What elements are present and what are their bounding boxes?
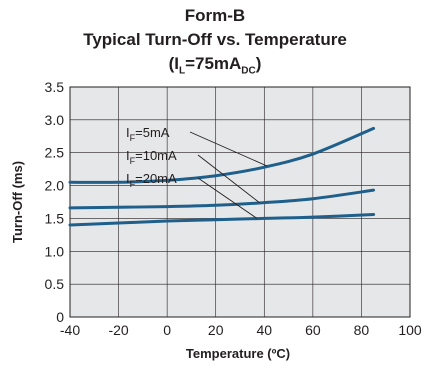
x-tick-label: 20 — [208, 322, 224, 338]
plot-background — [70, 87, 410, 317]
plot-frame — [69, 86, 411, 318]
x-tick-label: 40 — [256, 322, 272, 338]
y-tick-label: 2.0 — [45, 178, 65, 194]
chart-title-line-3: (IL=75mADC) — [168, 54, 262, 77]
y-tick-label: 0 — [56, 309, 64, 325]
series-line-3 — [68, 212, 376, 227]
chart-title-line-1: Form-B — [184, 6, 246, 25]
series-line-1 — [68, 126, 376, 184]
series-leader-line-2 — [197, 154, 260, 204]
series-label-2: IF=10mA — [126, 148, 177, 166]
series-label-1: IF=5mA — [126, 125, 170, 143]
series-leader-line-3 — [197, 177, 258, 219]
y-tick-label: 1.5 — [45, 210, 65, 226]
series-leader-line-1 — [189, 131, 267, 167]
x-tick-label: 100 — [398, 322, 422, 338]
series-line-2 — [68, 188, 376, 210]
series-label-3: IF=20mA — [126, 171, 177, 189]
x-tick-label: 80 — [354, 322, 370, 338]
chart-title-line-2: Typical Turn-Off vs. Temperature — [83, 30, 347, 49]
x-tick-label: -40 — [60, 322, 80, 338]
y-tick-label: 0.5 — [45, 276, 65, 292]
y-tick-label: 3.5 — [45, 79, 65, 95]
y-tick-label: 2.5 — [45, 145, 65, 161]
y-tick-label: 3.0 — [45, 112, 65, 128]
y-axis-title: Turn-Off (ms) — [10, 161, 25, 243]
x-tick-label: -20 — [108, 322, 128, 338]
x-tick-label: 60 — [305, 322, 321, 338]
x-axis-title: Temperature (ºC) — [186, 346, 290, 361]
x-tick-label: 0 — [163, 322, 171, 338]
y-tick-label: 1.0 — [45, 243, 65, 259]
